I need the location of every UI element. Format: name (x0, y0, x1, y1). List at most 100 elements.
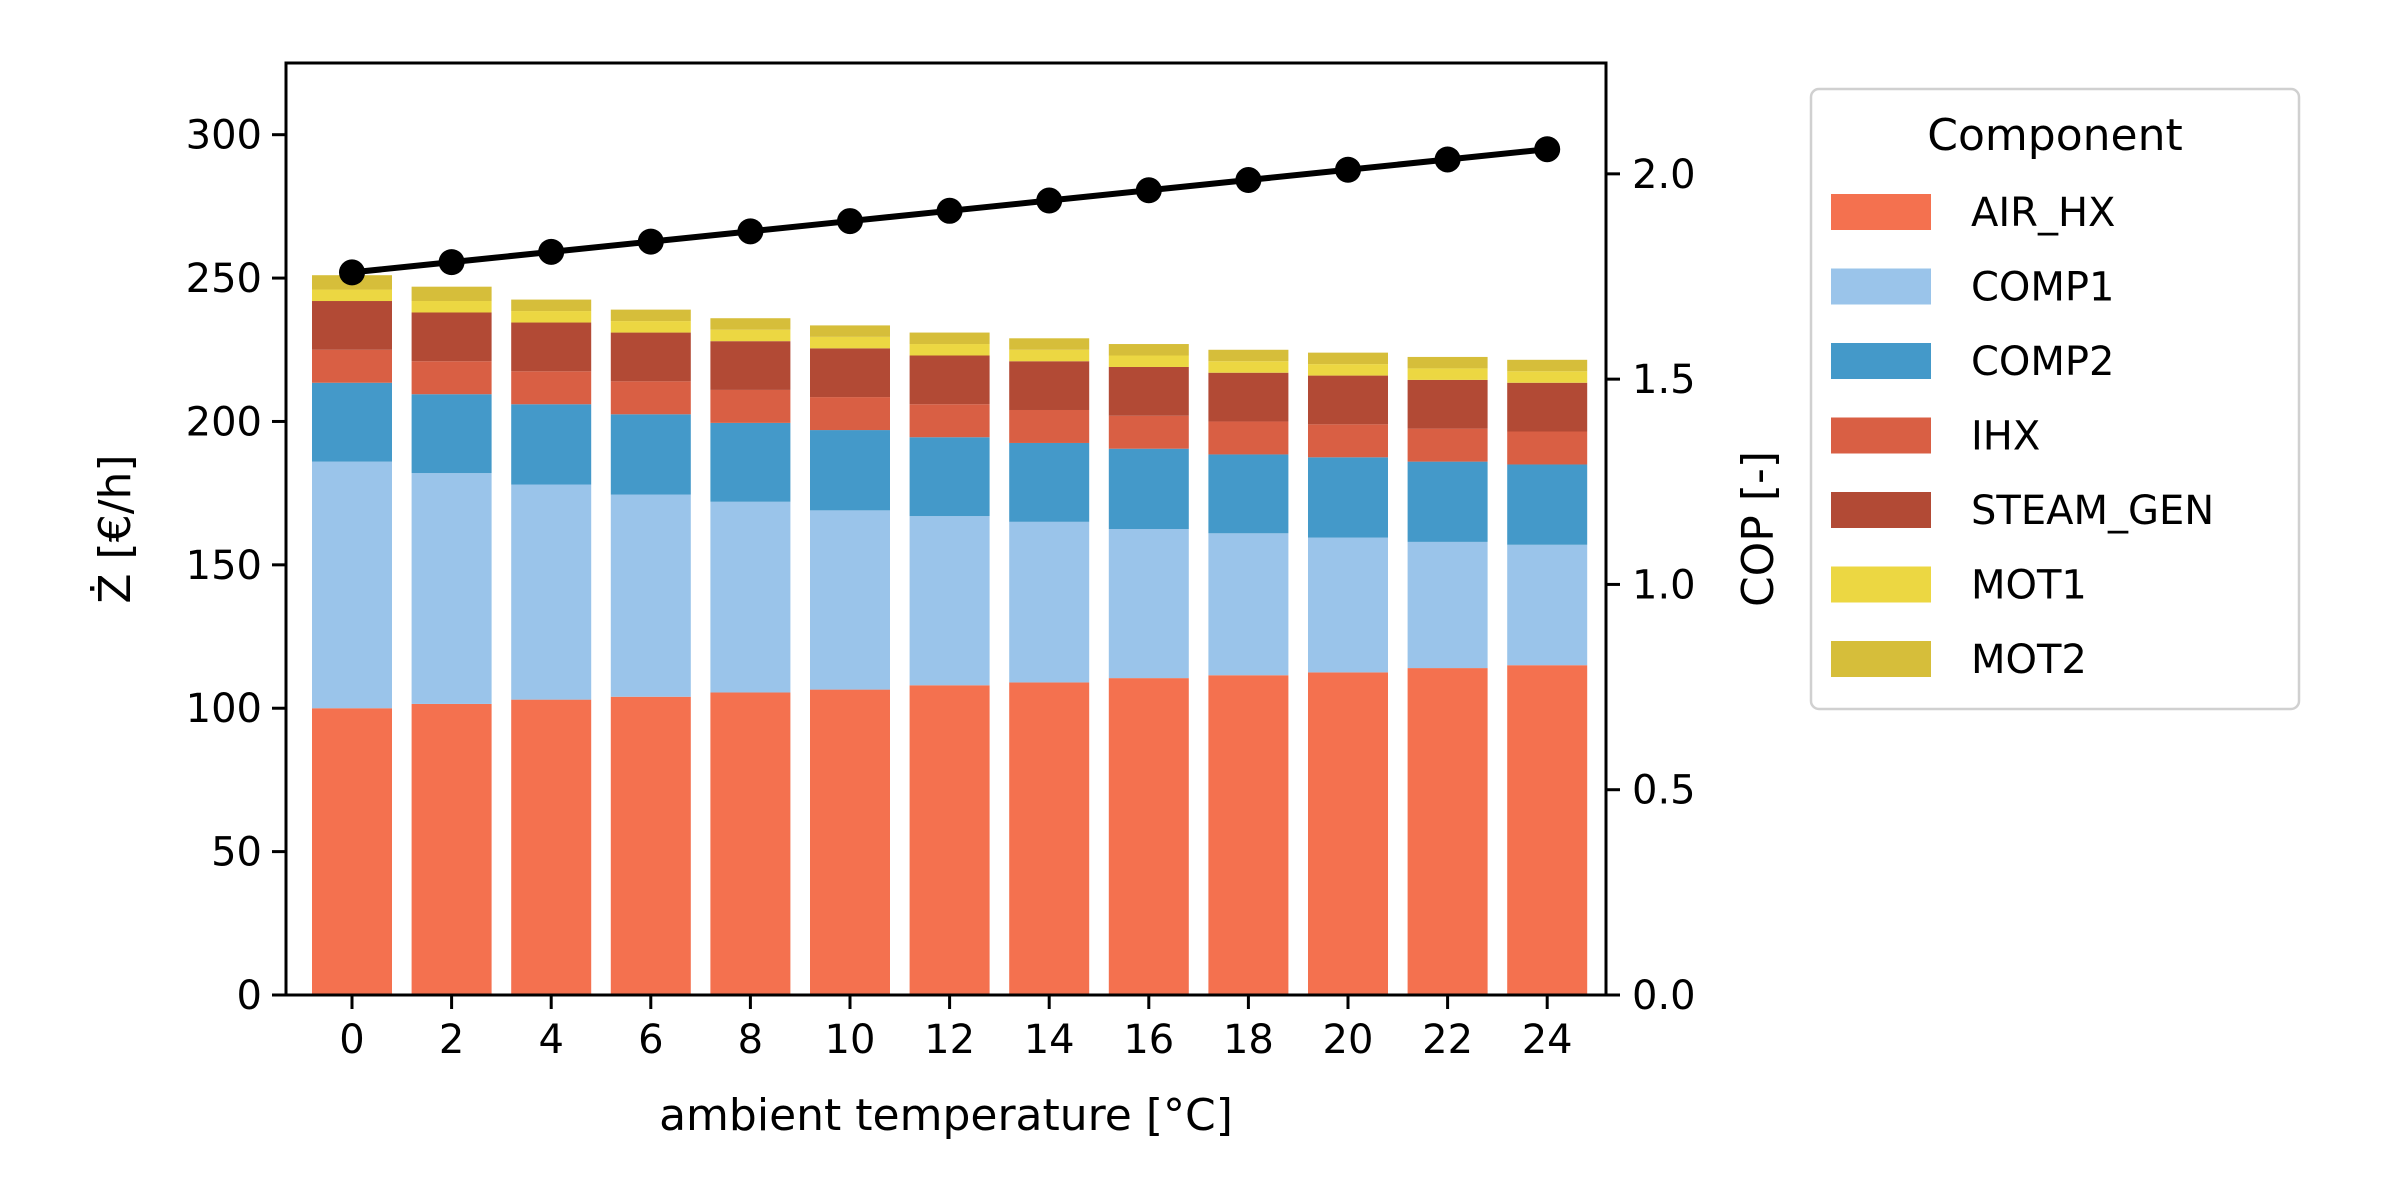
bar-ihx-22 (1407, 428, 1488, 462)
bar-mot2-20 (1308, 352, 1388, 365)
y-tick-label: 150 (186, 543, 262, 589)
plot-frame (284, 61, 1608, 997)
bar-air-hx-2 (411, 703, 492, 995)
y2-tick-label: 0.0 (1632, 973, 1696, 1019)
legend-label-comp1: COMP1 (1971, 265, 2115, 311)
cop-line-series (339, 136, 1561, 286)
legend-swatch-air-hx (1831, 194, 1931, 230)
bar-comp1-10 (810, 510, 890, 690)
legend-items: AIR_HX COMP1 COMP2 IHX STEAM_GEN MOT1 MOT2 (1831, 190, 2214, 683)
bar-ihx-8 (710, 389, 791, 423)
legend-label-mot1: MOT1 (1971, 563, 2087, 609)
cop-point-4 (538, 238, 565, 265)
bar-mot1-0 (312, 289, 392, 302)
bar-air-hx-6 (610, 696, 691, 995)
bar-ihx-2 (411, 361, 492, 395)
bar-ihx-24 (1507, 431, 1588, 465)
bar-comp2-4 (511, 404, 592, 485)
bar-comp2-10 (810, 430, 890, 511)
bar-ihx-20 (1308, 424, 1388, 458)
bar-ihx-4 (511, 371, 592, 405)
bar-ihx-16 (1108, 415, 1189, 449)
bar-comp1-18 (1208, 533, 1289, 676)
bar-steam-gen-12 (909, 355, 990, 405)
bar-air-hx-14 (1009, 682, 1090, 995)
bar-comp1-0 (312, 461, 392, 709)
bar-mot1-16 (1108, 355, 1189, 367)
legend: Component AIR_HX COMP1 COMP2 IHX STEAM_GEN MO… (1809, 87, 2301, 711)
bar-air-hx-20 (1308, 672, 1388, 995)
bar-ihx-18 (1208, 421, 1289, 455)
x-tick-label: 14 (1024, 1017, 1075, 1063)
legend-label-mot2: MOT2 (1971, 637, 2087, 683)
bar-steam-gen-20 (1308, 375, 1388, 425)
bar-steam-gen-2 (411, 312, 492, 362)
bar-comp2-2 (411, 394, 492, 474)
cop-point-0 (339, 259, 365, 286)
bar-ihx-14 (1009, 409, 1090, 443)
x-tick-label: 12 (924, 1017, 975, 1063)
cop-point-14 (1036, 187, 1063, 214)
legend-box (1809, 87, 2301, 711)
bar-air-hx-22 (1407, 668, 1488, 995)
bar-steam-gen-22 (1407, 379, 1488, 429)
bar-mot1-24 (1507, 371, 1588, 383)
bar-steam-gen-14 (1009, 361, 1090, 410)
bar-comp1-14 (1009, 521, 1090, 683)
bar-comp1-20 (1308, 537, 1388, 673)
bar-ihx-0 (312, 349, 392, 383)
legend-label-ihx: IHX (1971, 414, 2040, 460)
x-tick-label: 8 (738, 1017, 763, 1063)
bar-comp1-4 (511, 484, 592, 700)
legend-swatch-comp2 (1831, 343, 1931, 379)
legend-label-steam-gen: STEAM_GEN (1971, 488, 2214, 534)
bar-comp2-0 (312, 382, 392, 462)
bar-comp1-16 (1108, 529, 1189, 679)
bar-steam-gen-10 (810, 348, 890, 398)
bar-comp2-18 (1208, 454, 1289, 534)
stacked-bars (312, 275, 1588, 995)
bar-comp1-12 (909, 516, 990, 686)
bar-mot2-4 (511, 299, 592, 312)
bar-mot1-8 (710, 329, 791, 342)
bar-steam-gen-6 (610, 332, 691, 382)
bar-mot1-20 (1308, 364, 1388, 376)
bar-mot2-8 (710, 318, 791, 330)
bar-mot2-12 (909, 332, 990, 345)
bar-air-hx-8 (710, 692, 791, 995)
y-tick-label: 100 (186, 686, 262, 732)
x-tick-label: 18 (1223, 1017, 1274, 1063)
bar-comp1-2 (411, 473, 492, 704)
bar-ihx-6 (610, 381, 691, 415)
bar-ihx-10 (810, 397, 890, 431)
bar-comp1-24 (1507, 544, 1588, 666)
bar-comp1-22 (1407, 541, 1488, 669)
bar-mot2-14 (1009, 338, 1090, 350)
y-tick-label: 50 (211, 830, 262, 876)
bar-air-hx-0 (312, 708, 392, 995)
cop-point-2 (438, 249, 465, 276)
x-tick-label: 10 (825, 1017, 876, 1063)
y2-axis-label: COP [-] (1733, 451, 1784, 607)
y2-tick-label: 1.5 (1632, 357, 1696, 403)
bar-mot2-24 (1507, 359, 1588, 372)
bar-air-hx-24 (1507, 665, 1588, 995)
y-tick-label: 0 (237, 973, 262, 1019)
cop-point-22 (1434, 146, 1461, 173)
x-tick-label: 0 (339, 1017, 364, 1063)
bar-mot2-18 (1208, 349, 1289, 362)
bar-air-hx-12 (909, 685, 990, 995)
x-tick-label: 6 (638, 1017, 663, 1063)
bar-air-hx-16 (1108, 678, 1189, 995)
cop-point-16 (1135, 177, 1162, 204)
bar-steam-gen-16 (1108, 366, 1189, 416)
x-tick-label: 4 (538, 1017, 563, 1063)
legend-swatch-comp1 (1831, 268, 1931, 305)
x-tick-label: 22 (1422, 1017, 1473, 1063)
bar-comp2-12 (909, 437, 990, 517)
bar-comp2-8 (710, 422, 791, 502)
bar-steam-gen-24 (1507, 382, 1588, 432)
cop-point-8 (737, 218, 764, 245)
cop-point-18 (1235, 167, 1262, 194)
